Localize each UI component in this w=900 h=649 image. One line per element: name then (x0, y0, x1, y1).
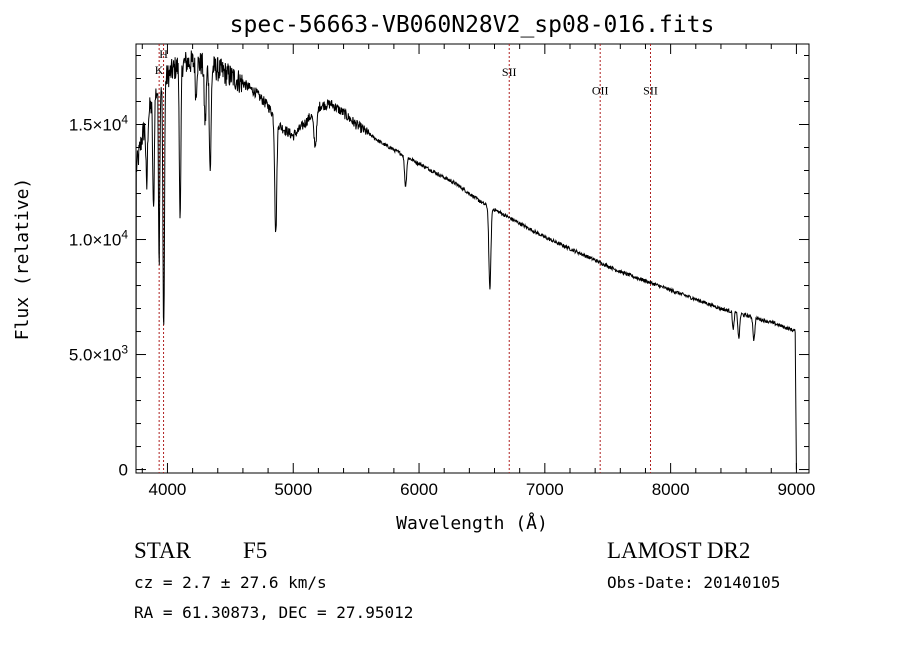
y-tick-label: 0 (119, 461, 128, 480)
plot-frame (135, 43, 810, 474)
x-tick-label: 9000 (778, 480, 816, 499)
x-tick-label: 7000 (526, 480, 564, 499)
spectral-line-label: K (155, 63, 164, 77)
axis-ticks (136, 44, 809, 473)
spectral-line-label: OII (592, 84, 609, 98)
object-subclass: F5 (243, 538, 268, 563)
x-tick-label: 5000 (274, 480, 312, 499)
x-tick-labels: 4000 5000 6000 7000 8000 9000 (149, 480, 816, 499)
x-tick-label: 6000 (400, 480, 438, 499)
coordinates-text: RA = 61.30873, DEC = 27.95012 (134, 603, 414, 622)
x-tick-label: 8000 (652, 480, 690, 499)
y-tick-label: 5.0×103 (69, 343, 128, 365)
spectral-line-label: H (159, 47, 168, 61)
survey-name: LAMOST DR2 (607, 538, 751, 563)
spectral-line-markers: KH SII OII SII (155, 44, 658, 473)
object-class: STAR (134, 538, 191, 563)
spectral-line-label: SII (502, 65, 517, 79)
y-axis-label: Flux (relative) (12, 178, 33, 341)
x-axis-label: Wavelength (Å) (396, 512, 548, 534)
spectrum-line (135, 50, 797, 470)
y-tick-labels: 0 5.0×103 1.0×104 1.5×104 (69, 113, 128, 480)
x-tick-label: 4000 (149, 480, 187, 499)
chart-title: spec-56663-VB060N28V2_sp08-016.fits (230, 12, 715, 38)
spectral-line-label: SII (643, 84, 658, 98)
obs-date: Obs-Date: 20140105 (607, 573, 781, 592)
redshift-text: cz = 2.7 ± 27.6 km/s (134, 573, 327, 592)
y-tick-label: 1.0×104 (69, 228, 128, 250)
y-tick-label: 1.5×104 (69, 113, 128, 135)
